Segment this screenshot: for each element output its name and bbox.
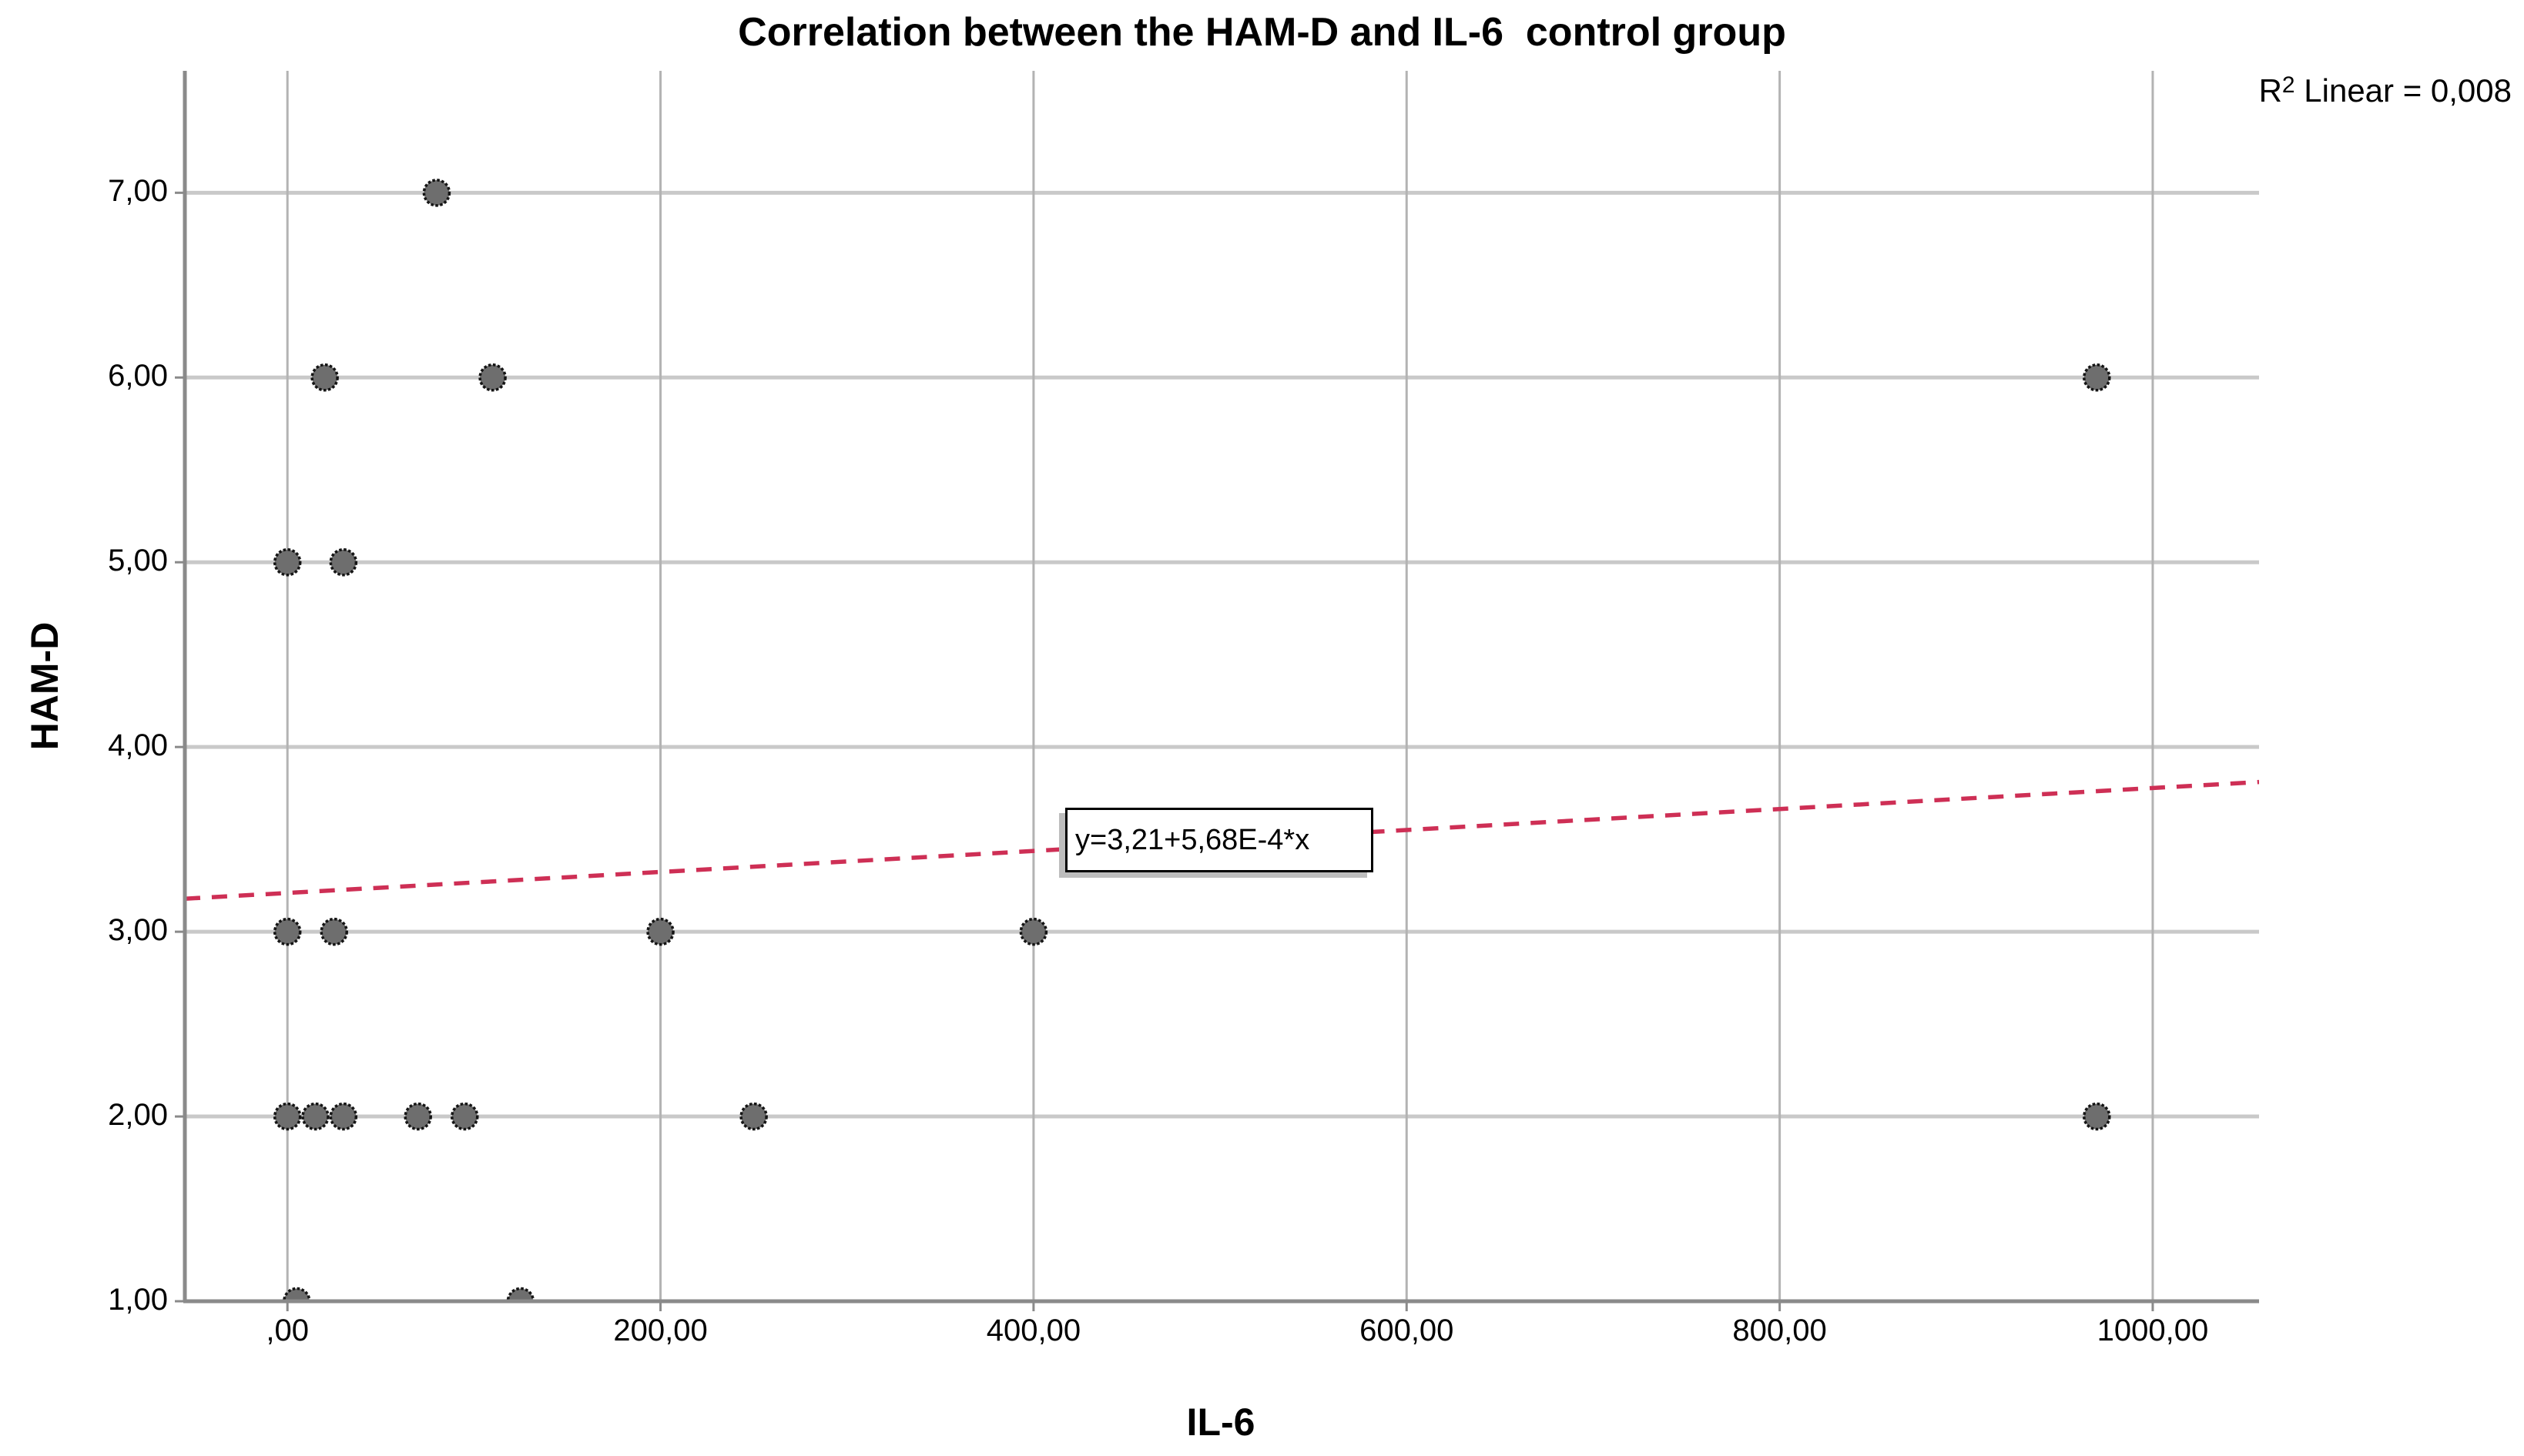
data-point <box>2083 1102 2111 1131</box>
r-squared-base: R <box>2258 72 2282 109</box>
data-point <box>739 1102 768 1131</box>
data-point <box>404 1102 432 1131</box>
data-point <box>301 1102 330 1131</box>
x-tick-label: 400,00 <box>986 1314 1081 1347</box>
chart-title: Correlation between the HAM-D and IL-6 c… <box>738 10 1786 55</box>
trend-equation-label: y=3,21+5,68E-4*x <box>1065 808 1373 872</box>
data-point <box>451 1102 479 1131</box>
data-point <box>506 1287 535 1301</box>
x-tick-label: 1000,00 <box>2097 1314 2209 1347</box>
data-point <box>422 179 451 207</box>
data-point <box>1019 917 1048 946</box>
r-squared-annotation: R2 Linear = 0,008 <box>2259 72 2512 109</box>
data-point <box>320 917 348 946</box>
y-tick-label: 6,00 <box>108 359 168 393</box>
data-point <box>283 1287 311 1301</box>
r-squared-sup: 2 <box>2281 72 2295 98</box>
x-tick-label: 800,00 <box>1732 1314 1827 1347</box>
y-tick-label: 4,00 <box>108 728 168 763</box>
data-point <box>646 917 675 946</box>
y-tick-label: 5,00 <box>108 544 168 578</box>
x-tick-label: 600,00 <box>1359 1314 1454 1347</box>
y-tick-label: 7,00 <box>108 174 168 209</box>
data-point <box>478 363 507 392</box>
data-point <box>329 1102 358 1131</box>
data-point <box>2083 363 2111 392</box>
x-tick-label: ,00 <box>266 1314 309 1347</box>
y-axis-title: HAM-D <box>23 621 66 751</box>
y-tick-label: 2,00 <box>108 1098 168 1133</box>
data-point <box>329 547 358 577</box>
r-squared-value: Linear = 0,008 <box>2294 72 2512 109</box>
data-point <box>273 917 302 946</box>
x-tick-label: 200,00 <box>613 1314 708 1347</box>
data-point <box>273 1102 302 1131</box>
points-group <box>273 179 2111 1301</box>
data-point <box>273 547 302 577</box>
y-tick-label: 3,00 <box>108 913 168 948</box>
data-point <box>310 363 339 392</box>
y-tick-label: 1,00 <box>108 1283 168 1317</box>
x-axis-title: IL-6 <box>1186 1401 1255 1444</box>
